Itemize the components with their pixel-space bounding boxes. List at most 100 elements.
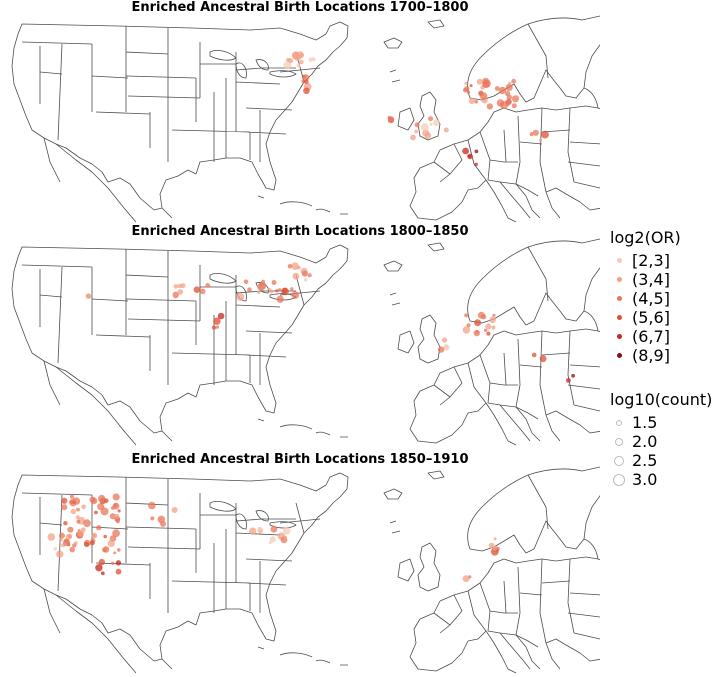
birth-location-point xyxy=(172,291,179,299)
or-swatch-icon xyxy=(616,296,622,301)
europe-map-1850-1910 xyxy=(383,466,600,674)
birth-location-point xyxy=(75,515,80,520)
birth-location-point xyxy=(281,287,289,296)
count-legend-label: 2.5 xyxy=(632,451,658,470)
or-legend: log2(OR) [2,3] (3,4] (4,5] (5,6] (6,7] (8,9] xyxy=(610,228,681,365)
birth-location-point xyxy=(292,272,300,280)
birth-location-point xyxy=(67,526,74,533)
birth-location-point xyxy=(72,543,77,548)
birth-location-point xyxy=(95,564,103,572)
birth-location-point xyxy=(171,507,178,513)
or-legend-item: (6,7] xyxy=(610,327,681,346)
birth-location-point xyxy=(474,149,479,154)
birth-location-point xyxy=(541,130,549,139)
birth-location-point xyxy=(290,287,294,291)
birth-location-point xyxy=(410,134,416,141)
birth-location-point xyxy=(511,95,520,103)
birth-location-point xyxy=(89,540,95,546)
birth-location-point xyxy=(469,84,473,88)
birth-location-point xyxy=(529,132,534,137)
birth-location-point xyxy=(291,291,300,299)
or-swatch-icon xyxy=(616,334,622,339)
count-legend-title: log10(count) xyxy=(610,390,713,409)
birth-location-point xyxy=(98,558,106,566)
birth-location-point xyxy=(102,547,107,553)
or-swatch-icon xyxy=(616,315,622,320)
points-1700-1800 xyxy=(283,51,549,167)
birth-location-point xyxy=(441,337,448,343)
birth-location-point xyxy=(59,532,65,539)
birth-location-point xyxy=(443,344,450,351)
birth-location-point xyxy=(81,504,86,510)
birth-location-point xyxy=(276,295,284,303)
birth-location-point xyxy=(303,87,310,95)
birth-location-point xyxy=(90,497,98,505)
birth-location-point xyxy=(65,533,72,540)
or-legend-label: [2,3] xyxy=(632,251,670,270)
birth-location-point xyxy=(511,103,517,109)
birth-location-point xyxy=(283,61,292,70)
birth-location-point xyxy=(258,282,267,290)
birth-location-point xyxy=(307,273,312,278)
birth-location-point xyxy=(482,80,490,89)
birth-location-point xyxy=(303,278,308,282)
birth-location-point xyxy=(468,97,476,105)
birth-location-point xyxy=(112,529,120,538)
birth-location-point xyxy=(493,537,497,541)
birth-location-point xyxy=(505,83,513,91)
birth-location-point xyxy=(91,532,98,539)
birth-location-point xyxy=(61,497,68,504)
birth-location-point xyxy=(117,548,121,552)
birth-location-point xyxy=(115,519,120,524)
or-legend-item: (5,6] xyxy=(610,308,681,327)
birth-location-point xyxy=(474,319,482,327)
count-legend-item: 2.5 xyxy=(610,451,712,470)
birth-location-point xyxy=(443,127,449,133)
birth-location-point xyxy=(488,542,495,549)
birth-location-point xyxy=(63,521,68,526)
birth-location-point xyxy=(70,508,77,515)
birth-location-point xyxy=(211,325,217,330)
birth-location-point xyxy=(481,314,487,320)
points-1850-1910 xyxy=(47,493,500,583)
birth-location-point xyxy=(474,162,478,167)
birth-location-point xyxy=(193,286,201,294)
birth-location-point xyxy=(291,262,299,271)
europe-map-1800-1850 xyxy=(383,238,600,446)
birth-location-point xyxy=(100,571,105,576)
birth-location-point xyxy=(247,287,252,293)
birth-location-point xyxy=(492,546,497,551)
birth-location-point xyxy=(53,547,57,551)
birth-location-point xyxy=(270,525,278,533)
birth-location-point xyxy=(420,123,429,132)
or-swatch-icon xyxy=(616,277,622,282)
birth-location-point xyxy=(268,541,272,545)
birth-location-point xyxy=(249,527,257,535)
birth-location-point xyxy=(115,560,122,566)
birth-location-point xyxy=(85,293,92,299)
count-size-icon xyxy=(613,473,625,486)
count-legend-item: 2.0 xyxy=(610,432,712,451)
birth-location-point xyxy=(61,504,68,511)
birth-location-point xyxy=(103,534,107,539)
birth-location-point xyxy=(58,538,63,542)
birth-location-point xyxy=(566,378,571,383)
birth-location-point xyxy=(47,533,56,541)
birth-location-point xyxy=(467,154,472,158)
birth-location-point xyxy=(94,510,98,515)
birth-location-point xyxy=(282,527,291,535)
birth-location-point xyxy=(428,116,434,122)
birth-location-point xyxy=(508,81,512,86)
birth-location-point xyxy=(70,494,74,499)
birth-location-point xyxy=(496,99,505,107)
birth-location-point xyxy=(215,325,219,329)
birth-location-point xyxy=(150,516,155,521)
birth-location-point xyxy=(571,373,575,378)
birth-location-point xyxy=(76,507,80,512)
birth-location-point xyxy=(479,92,488,100)
birth-location-point xyxy=(98,494,106,503)
birth-location-point xyxy=(112,502,120,510)
birth-location-point xyxy=(489,316,496,324)
birth-location-point xyxy=(491,325,496,330)
or-legend-label: (8,9] xyxy=(632,346,670,365)
